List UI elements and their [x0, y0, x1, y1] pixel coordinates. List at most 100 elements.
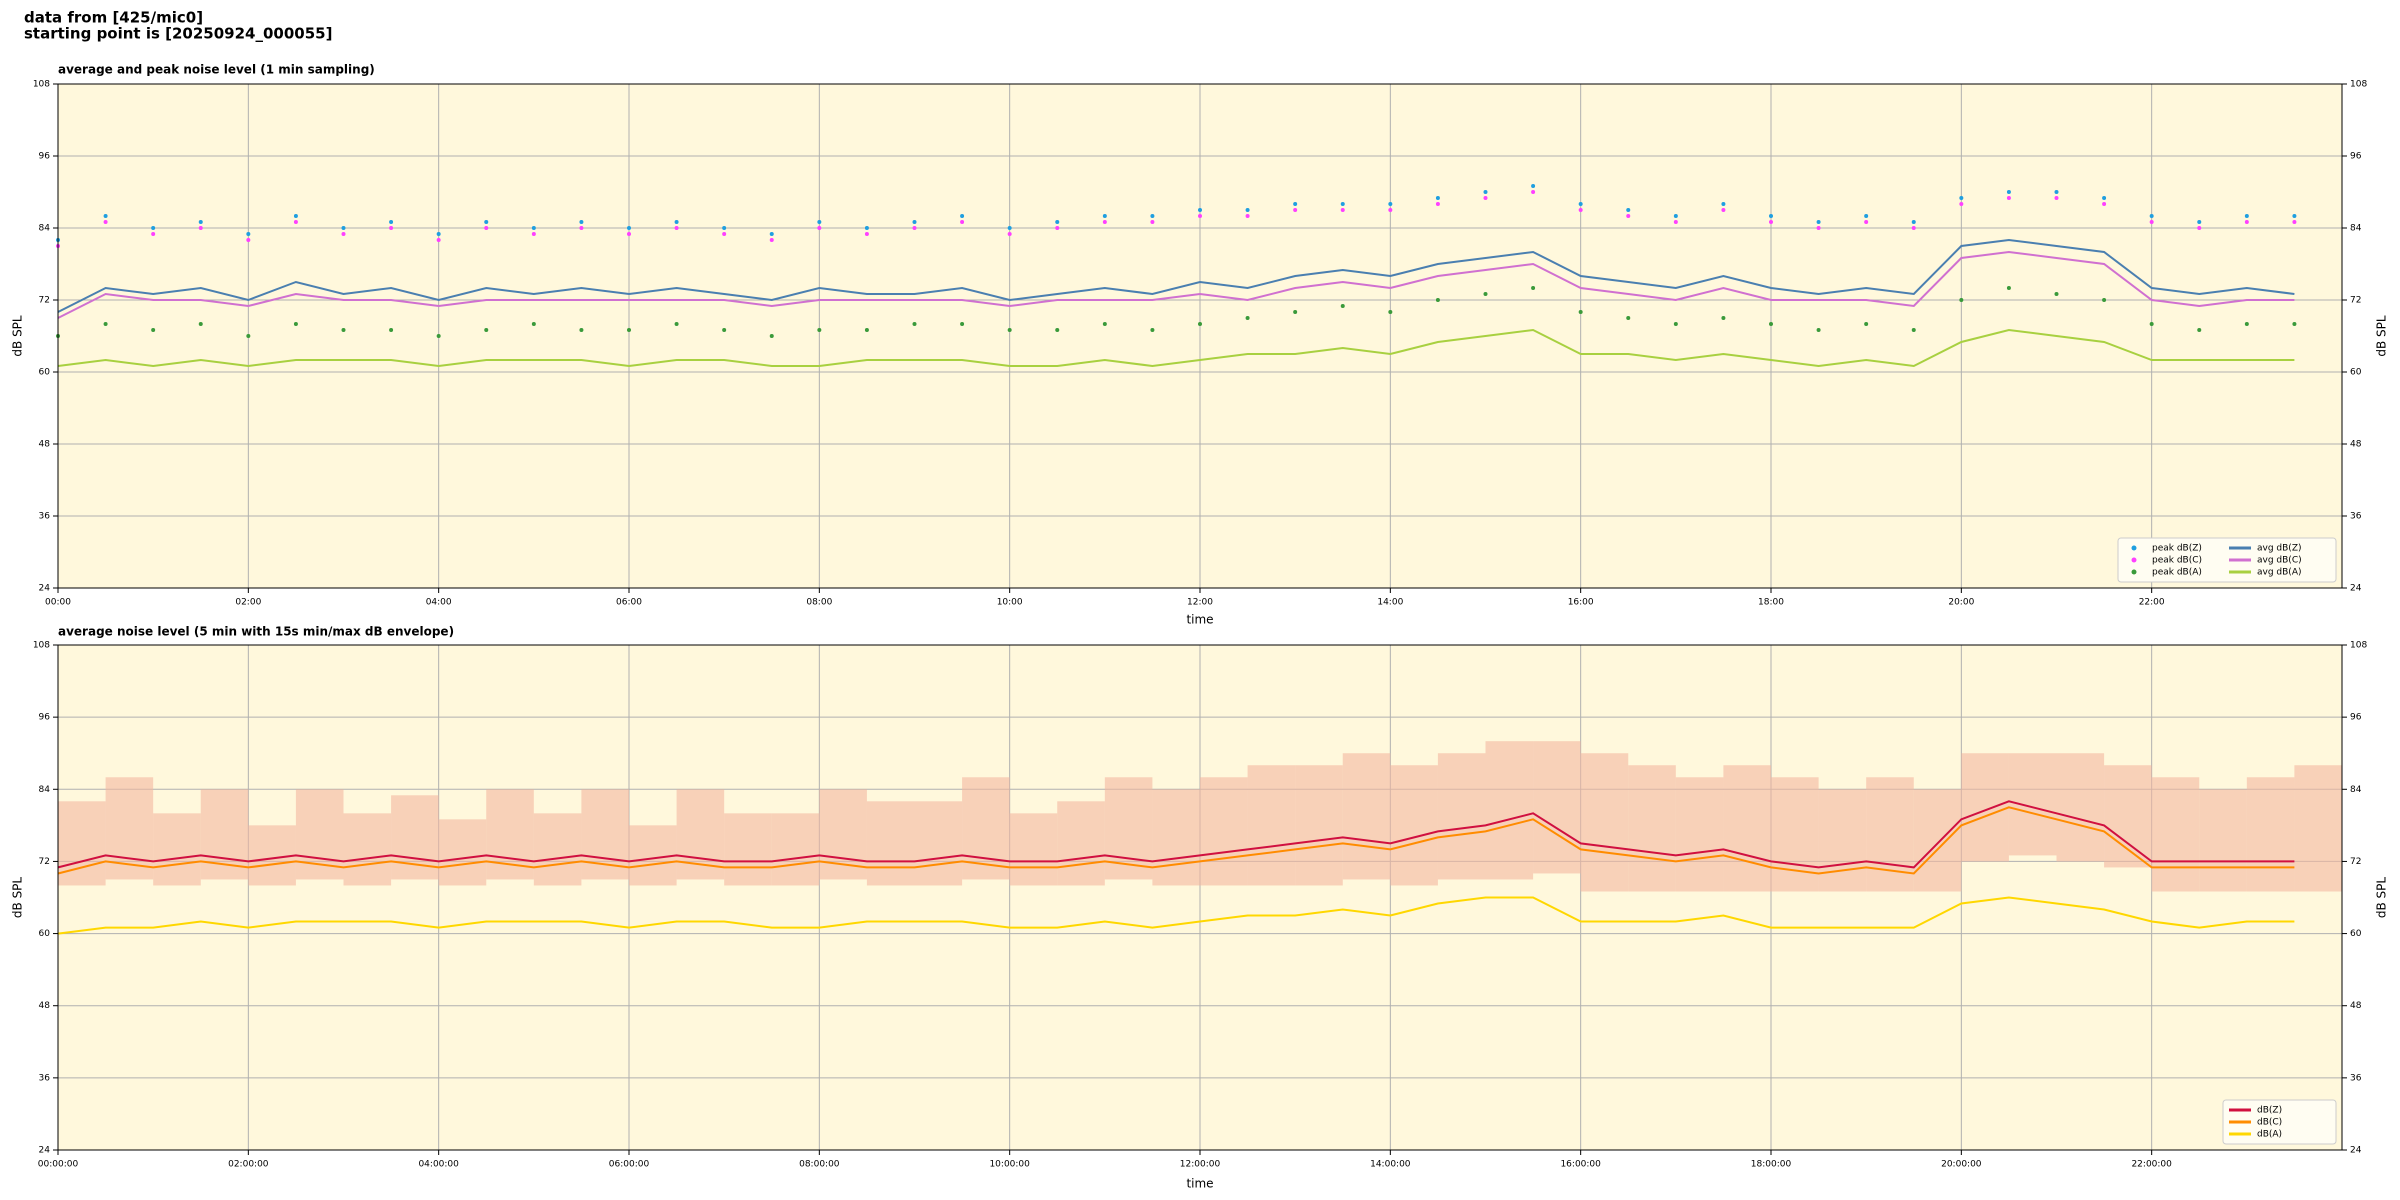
legend-label: avg dB(C)	[2257, 556, 2302, 566]
x-tick-label: 08:00:00	[799, 1160, 840, 1170]
envelope-band	[1057, 801, 1105, 886]
peak-point	[627, 226, 631, 230]
peak-point	[769, 334, 774, 338]
y-tick-label: 48	[2350, 1001, 2362, 1011]
envelope-band	[914, 801, 963, 886]
peak-point	[1340, 202, 1345, 206]
y-tick-label: 108	[33, 80, 50, 90]
peak-point	[579, 328, 584, 332]
series-line	[57, 250, 2295, 319]
peak-point	[246, 232, 251, 236]
x-tick-label: 14:00:00	[1370, 1160, 1411, 1170]
envelope-band	[1009, 813, 1058, 886]
x-axis-label: time	[1186, 613, 1213, 627]
y-tick-label: 84	[39, 785, 51, 795]
peak-point	[1959, 298, 1964, 302]
legend-label: avg dB(A)	[2257, 568, 2301, 578]
x-tick-label: 06:00:00	[609, 1160, 650, 1170]
y-tick-label: 108	[2350, 80, 2367, 90]
peak-point	[2244, 220, 2249, 224]
peak-point	[1340, 304, 1345, 308]
y-axis-label: dB SPL	[11, 877, 25, 919]
peak-point	[1911, 220, 1916, 224]
peak-point	[1769, 322, 1773, 326]
header-line: starting point is [20250924_000055]	[24, 25, 332, 43]
y-tick-label: 96	[39, 713, 51, 723]
peak-point	[1055, 220, 1060, 224]
peak-point	[1721, 202, 1726, 206]
peak-point	[2149, 214, 2154, 218]
envelope-band	[1295, 765, 1343, 886]
peak-point	[1673, 220, 1678, 224]
x-tick-label: 16:00	[1568, 598, 1594, 608]
y-axis-label: dB SPL	[2375, 877, 2389, 919]
envelope-band	[533, 813, 582, 886]
y-tick-label: 24	[39, 1146, 51, 1156]
series-line	[57, 328, 2295, 368]
peak-point	[293, 220, 298, 224]
peak-point	[1055, 328, 1060, 332]
peak-point	[436, 238, 441, 242]
peak-point	[1102, 322, 1107, 326]
y-tick-label: 36	[2350, 512, 2362, 522]
peak-point	[1483, 292, 1488, 296]
peak-point	[1435, 202, 1440, 206]
envelope-band	[2104, 765, 2152, 868]
y-tick-label: 96	[2350, 152, 2362, 162]
envelope-band	[1723, 765, 1771, 892]
envelope-band	[1485, 741, 1534, 880]
y-tick-label: 72	[39, 857, 50, 867]
peak-point	[1531, 286, 1536, 290]
peak-point	[1102, 220, 1107, 224]
x-tick-label: 00:00:00	[38, 1160, 79, 1170]
peak-point	[2054, 292, 2059, 296]
envelope-band	[153, 813, 201, 886]
peak-point	[1340, 208, 1345, 212]
peak-point	[1150, 328, 1155, 332]
peak-point	[1959, 202, 1964, 206]
y-tick-label: 72	[39, 296, 50, 306]
peak-point	[2149, 220, 2154, 224]
x-tick-label: 04:00	[426, 598, 452, 608]
peak-point	[722, 328, 727, 332]
peak-point	[198, 226, 203, 230]
peak-point	[246, 334, 251, 338]
peak-point	[2102, 298, 2107, 302]
y-tick-label: 96	[39, 152, 51, 162]
peak-point	[484, 328, 489, 332]
peak-point	[2292, 322, 2297, 326]
peak-point	[103, 322, 108, 326]
y-tick-label: 84	[2350, 224, 2362, 234]
x-tick-label: 20:00	[1948, 598, 1974, 608]
peak-point	[1626, 208, 1631, 212]
peak-point	[2149, 322, 2154, 326]
envelope-band	[438, 819, 487, 886]
peak-point	[151, 232, 156, 236]
peak-point	[1959, 196, 1964, 200]
peak-point	[864, 226, 869, 230]
envelope-band	[1628, 765, 1676, 892]
envelope-band	[1437, 753, 1486, 880]
legend-label: peak dB(A)	[2152, 568, 2202, 578]
x-tick-label: 20:00:00	[1941, 1160, 1982, 1170]
peak-point	[389, 226, 394, 230]
envelope-band	[1342, 753, 1391, 880]
envelope-band	[2056, 753, 2105, 862]
peak-point	[341, 232, 346, 236]
x-tick-label: 18:00:00	[1751, 1160, 1792, 1170]
peak-point	[674, 220, 679, 224]
y-axis-label: dB SPL	[11, 315, 25, 357]
peak-point	[912, 220, 917, 224]
peak-point	[1483, 190, 1488, 194]
y-tick-label: 48	[2350, 440, 2362, 450]
peak-point	[2292, 214, 2297, 218]
x-tick-label: 18:00	[1758, 598, 1784, 608]
legend-box	[2117, 537, 2337, 583]
y-tick-label: 24	[2350, 1146, 2362, 1156]
peak-point	[1816, 226, 1821, 230]
y-tick-label: 60	[39, 929, 51, 939]
peak-point	[2054, 196, 2059, 200]
peak-point	[293, 322, 298, 326]
peak-point	[246, 238, 251, 242]
